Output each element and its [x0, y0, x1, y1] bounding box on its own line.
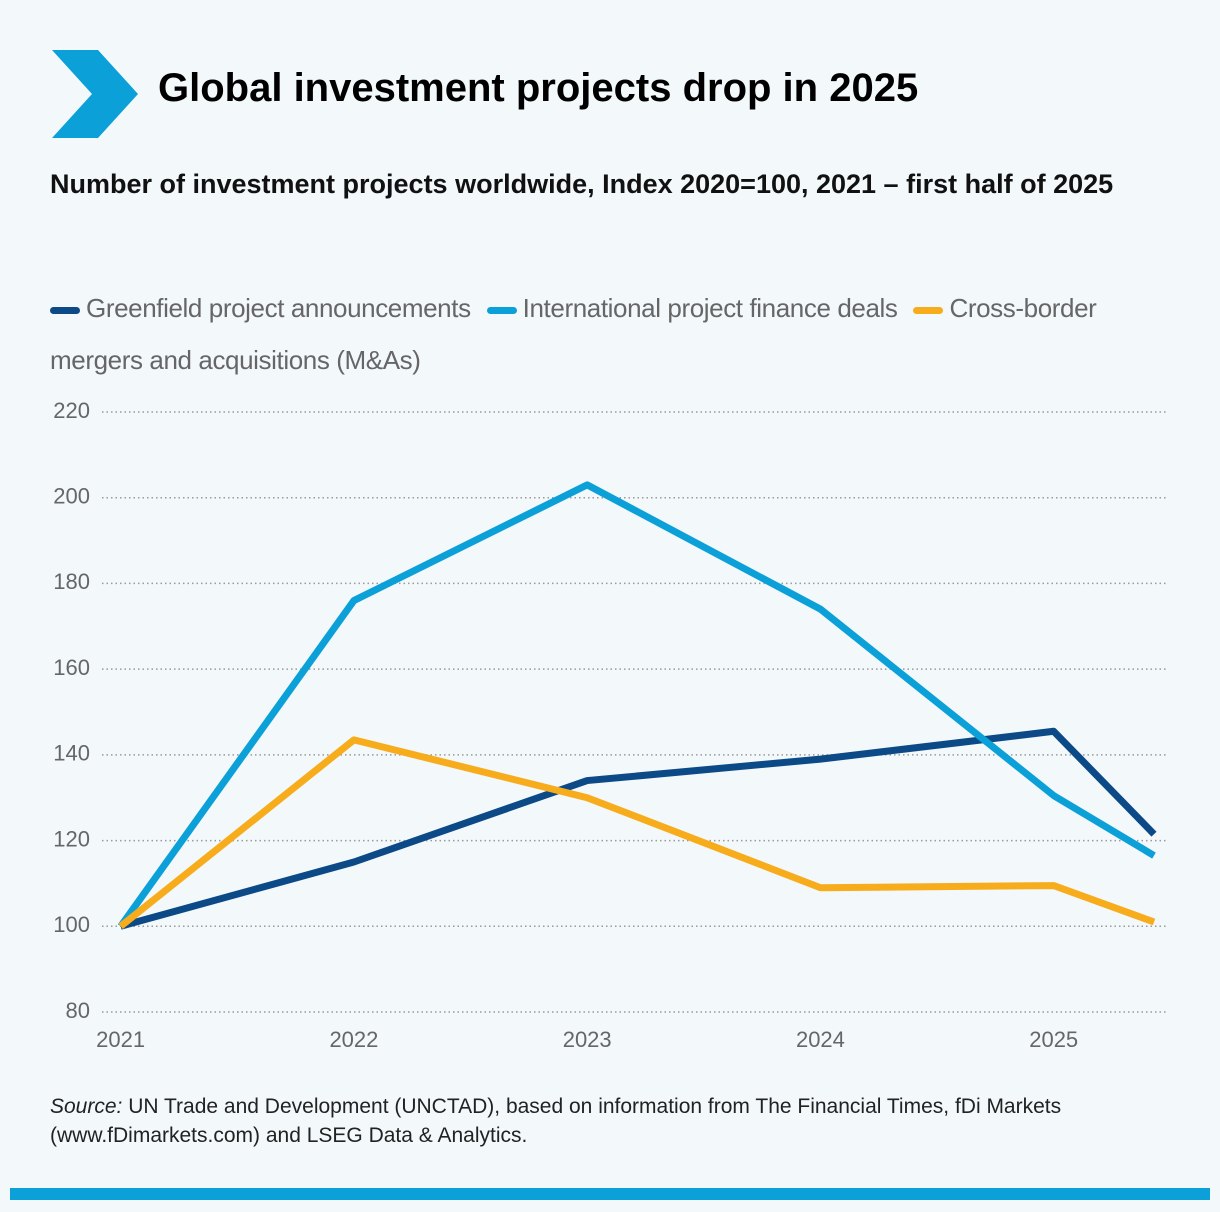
y-tick-label: 200 [53, 484, 90, 509]
series-line [119, 727, 1157, 930]
chevron-logo [52, 50, 138, 138]
legend-swatch [913, 306, 944, 314]
y-tick-label: 80 [66, 998, 90, 1023]
legend-item: Greenfield project announcements [50, 293, 471, 323]
legend-swatch [486, 306, 517, 314]
x-tick-label: 2024 [796, 1027, 845, 1052]
source-note: Source: UN Trade and Development (UNCTAD… [50, 1092, 1180, 1150]
x-tick-label: 2022 [329, 1027, 378, 1052]
x-tick-label: 2023 [563, 1027, 612, 1052]
series-line [118, 736, 1156, 930]
legend-item: Cross-border mergers and acquisitions (M… [50, 293, 1097, 375]
y-tick-label: 160 [53, 655, 90, 680]
y-tick-label: 220 [53, 398, 90, 423]
plot-area: 80 100 120 140 160 180 200 220 2021 2022 2023 2024 2… [53, 398, 1168, 1052]
chart-title: Global investment projects drop in 2025 [158, 66, 919, 110]
series-line [117, 481, 1156, 929]
y-tick-label: 140 [53, 741, 90, 766]
legend-label: Greenfield project announcements [86, 293, 471, 323]
legend: Greenfield project announcements Internat… [50, 282, 1170, 386]
source-text: UN Trade and Development (UNCTAD), based… [50, 1095, 1062, 1147]
y-tick-label: 120 [53, 826, 90, 851]
legend-label: International project finance deals [522, 293, 898, 323]
y-tick-label: 180 [53, 569, 90, 594]
legend-swatch [50, 306, 80, 314]
chart-subtitle: Number of investment projects worldwide,… [50, 169, 1114, 199]
x-tick-label: 2021 [96, 1027, 145, 1052]
source-label: Source: [50, 1095, 123, 1118]
legend-label: Cross-border mergers and acquisitions (M… [50, 293, 1097, 375]
x-tick-label: 2025 [1029, 1027, 1078, 1052]
legend-item: International project finance deals [486, 293, 898, 323]
y-tick-label: 100 [53, 912, 90, 937]
footer-bar [10, 1188, 1210, 1200]
